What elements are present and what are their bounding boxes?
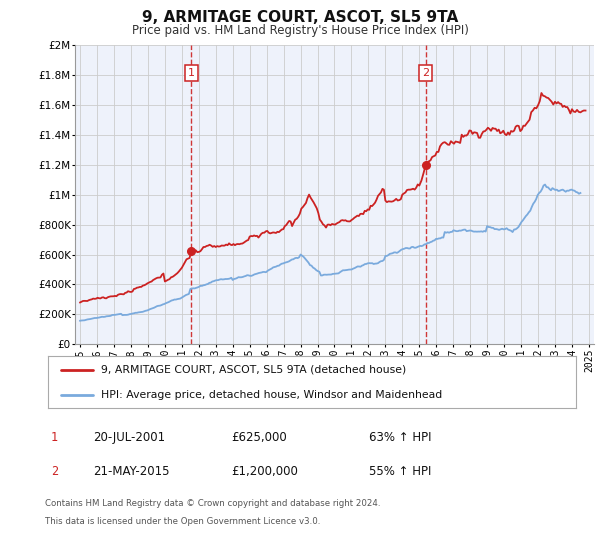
Text: 20-JUL-2001: 20-JUL-2001 (93, 431, 165, 445)
Text: £625,000: £625,000 (231, 431, 287, 445)
Text: 1: 1 (51, 431, 58, 445)
Text: 55% ↑ HPI: 55% ↑ HPI (369, 465, 431, 478)
Text: 63% ↑ HPI: 63% ↑ HPI (369, 431, 431, 445)
Text: 2: 2 (422, 68, 430, 78)
Text: 9, ARMITAGE COURT, ASCOT, SL5 9TA (detached house): 9, ARMITAGE COURT, ASCOT, SL5 9TA (detac… (101, 365, 406, 375)
Text: HPI: Average price, detached house, Windsor and Maidenhead: HPI: Average price, detached house, Wind… (101, 390, 442, 400)
Text: Price paid vs. HM Land Registry's House Price Index (HPI): Price paid vs. HM Land Registry's House … (131, 24, 469, 36)
Text: 2: 2 (51, 465, 58, 478)
Text: 21-MAY-2015: 21-MAY-2015 (93, 465, 170, 478)
Text: This data is licensed under the Open Government Licence v3.0.: This data is licensed under the Open Gov… (45, 517, 320, 526)
Text: 1: 1 (188, 68, 194, 78)
Text: 9, ARMITAGE COURT, ASCOT, SL5 9TA: 9, ARMITAGE COURT, ASCOT, SL5 9TA (142, 10, 458, 25)
Text: Contains HM Land Registry data © Crown copyright and database right 2024.: Contains HM Land Registry data © Crown c… (45, 500, 380, 508)
Text: £1,200,000: £1,200,000 (231, 465, 298, 478)
